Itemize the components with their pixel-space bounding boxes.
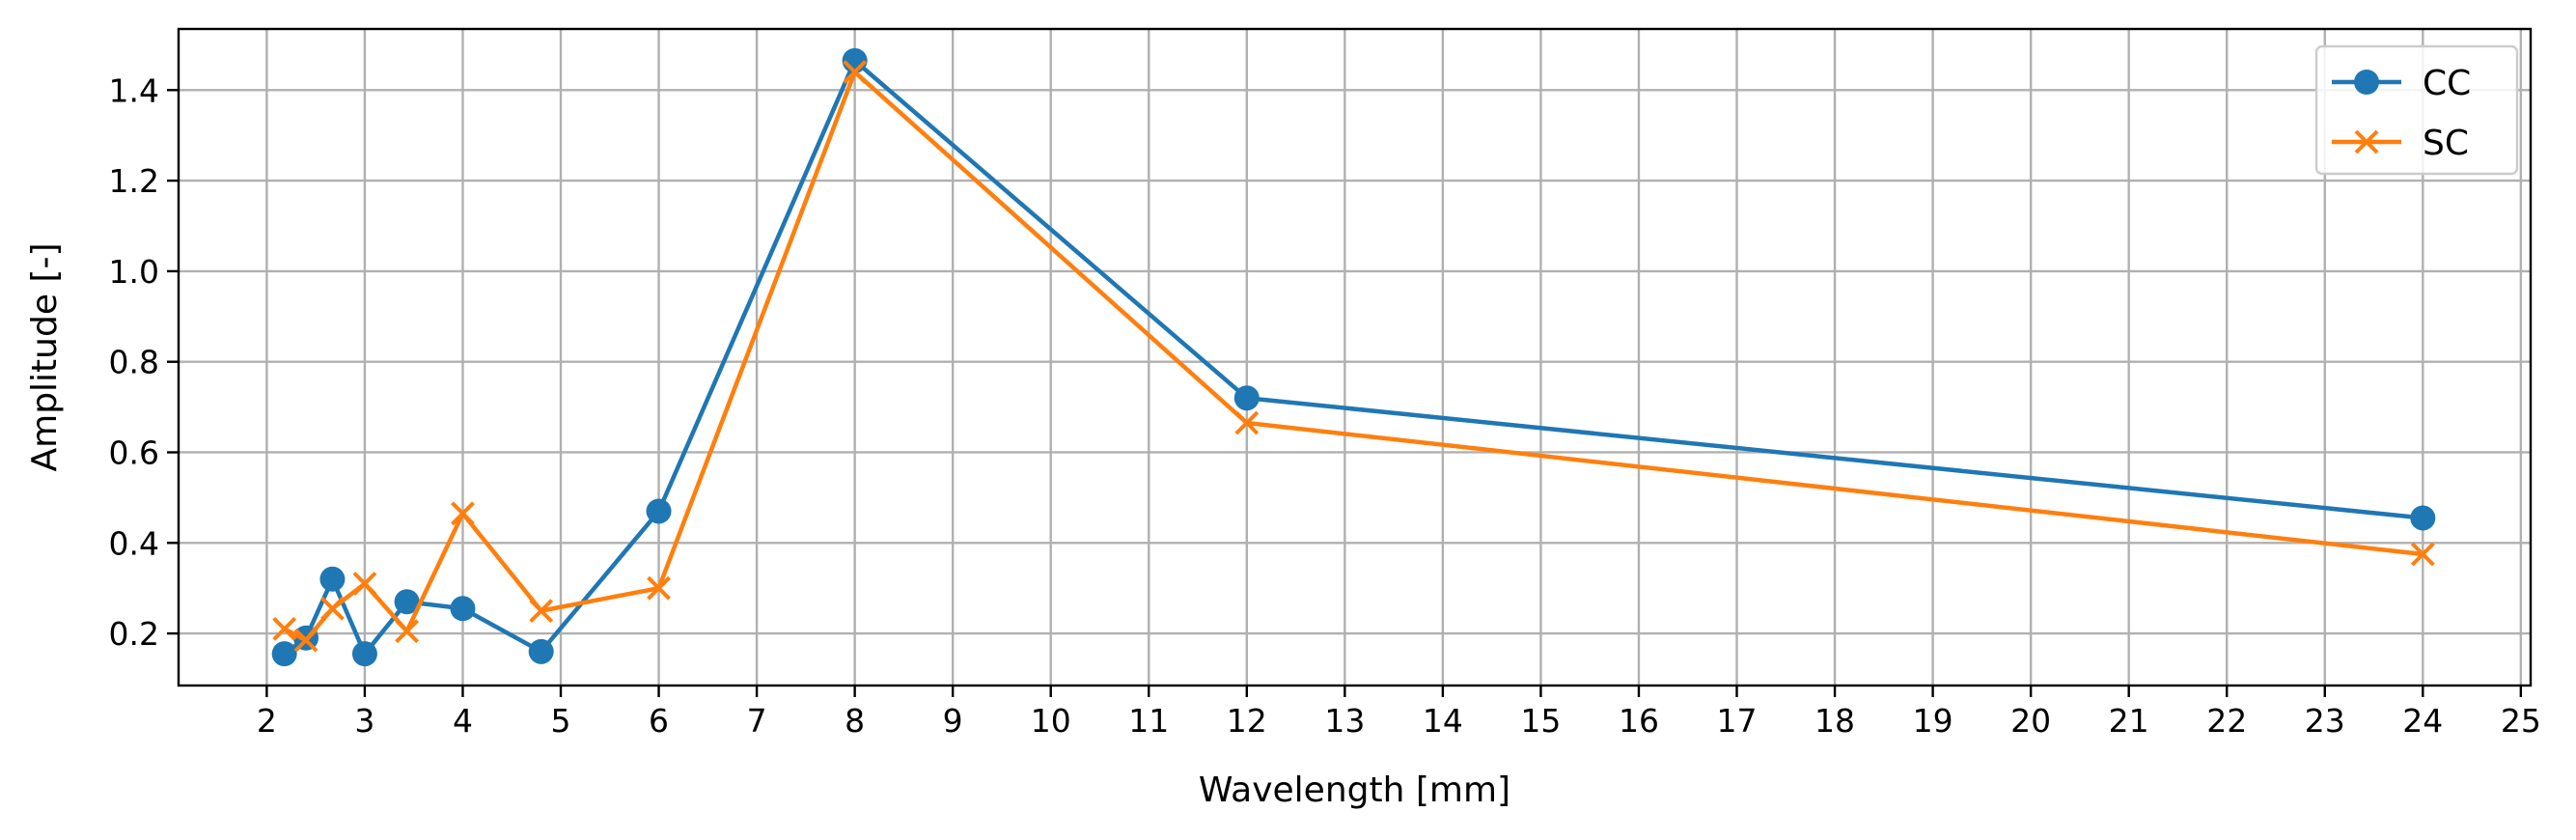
y-tick-label: 0.4 bbox=[109, 524, 159, 562]
series-line bbox=[283, 58, 2424, 657]
x-tick-label: 2 bbox=[257, 702, 277, 740]
series-line bbox=[283, 70, 2424, 643]
data-point bbox=[647, 575, 671, 601]
x-tick-label: 17 bbox=[1717, 702, 1758, 740]
grid bbox=[179, 29, 2531, 686]
data-point bbox=[451, 501, 475, 526]
x-tick-label: 12 bbox=[1227, 702, 1267, 740]
data-point bbox=[320, 596, 345, 621]
data-point bbox=[843, 60, 868, 84]
x-tick-label: 5 bbox=[551, 702, 571, 740]
legend-label: CC bbox=[2423, 64, 2471, 103]
series-layer bbox=[271, 47, 2436, 667]
y-tick-label: 1.4 bbox=[109, 71, 159, 109]
x-tick-label: 6 bbox=[649, 702, 669, 740]
x-axis-label: Wavelength [mm] bbox=[1199, 770, 1510, 810]
legend-marker bbox=[2354, 129, 2379, 154]
data-point bbox=[272, 616, 297, 641]
data-point bbox=[1233, 385, 1260, 411]
data-point bbox=[394, 589, 420, 615]
x-tick-label: 4 bbox=[453, 702, 473, 740]
data-point bbox=[2410, 542, 2435, 567]
plot-frame bbox=[177, 27, 2533, 687]
y-axis-label: Amplitude [-] bbox=[25, 242, 65, 471]
legend-marker bbox=[2354, 70, 2379, 95]
x-tick-label: 23 bbox=[2305, 702, 2345, 740]
x-tick-label: 24 bbox=[2402, 702, 2443, 740]
x-tick-label: 11 bbox=[1128, 702, 1169, 740]
x-tick-label: 7 bbox=[747, 702, 767, 740]
data-point bbox=[271, 641, 297, 667]
x-tick-label: 3 bbox=[354, 702, 374, 740]
data-point bbox=[352, 572, 377, 596]
legend-label: SC bbox=[2423, 124, 2469, 163]
data-point bbox=[293, 628, 319, 653]
data-point bbox=[395, 619, 420, 644]
x-tick-label: 16 bbox=[1619, 702, 1659, 740]
x-tick-label: 22 bbox=[2206, 702, 2247, 740]
data-point bbox=[351, 641, 377, 667]
series-sc bbox=[272, 60, 2435, 653]
series-cc bbox=[271, 47, 2436, 667]
y-tick-label: 0.2 bbox=[109, 615, 159, 653]
x-tick-label: 21 bbox=[2109, 702, 2149, 740]
x-tick-label: 15 bbox=[1520, 702, 1561, 740]
x-tick-label: 8 bbox=[845, 702, 865, 740]
x-tick-label: 9 bbox=[943, 702, 963, 740]
y-tick-label: 0.6 bbox=[109, 434, 159, 471]
x-tick-label: 20 bbox=[2010, 702, 2051, 740]
data-point bbox=[319, 566, 346, 592]
data-point bbox=[528, 638, 554, 664]
y-tick-label: 0.8 bbox=[109, 344, 159, 381]
data-point bbox=[1234, 410, 1260, 435]
legend-item: CC bbox=[2332, 64, 2471, 103]
y-tick-label: 1.2 bbox=[109, 162, 159, 200]
x-tick-label: 10 bbox=[1031, 702, 1071, 740]
x-tick-label: 18 bbox=[1814, 702, 1855, 740]
legend: CC SC bbox=[2314, 44, 2519, 176]
data-point bbox=[646, 498, 672, 524]
y-tick-label: 1.0 bbox=[109, 253, 159, 291]
legend-box bbox=[2314, 44, 2519, 176]
data-point bbox=[450, 596, 476, 622]
y-axis: 0.2 0.4 0.6 0.8 1.0 1.2 1.4 bbox=[109, 71, 179, 653]
x-tick-label: 19 bbox=[1913, 702, 1953, 740]
x-axis: 2 3 4 5 6 7 8 9 10 11 12 13 14 15 16 17 18 19 20 21 22 23 24 25 bbox=[257, 686, 2541, 740]
x-tick-label: 25 bbox=[2501, 702, 2541, 740]
x-tick-label: 14 bbox=[1423, 702, 1463, 740]
x-tick-label: 13 bbox=[1324, 702, 1365, 740]
legend-item: SC bbox=[2332, 124, 2469, 163]
data-point bbox=[529, 599, 554, 624]
data-point bbox=[2410, 505, 2436, 531]
